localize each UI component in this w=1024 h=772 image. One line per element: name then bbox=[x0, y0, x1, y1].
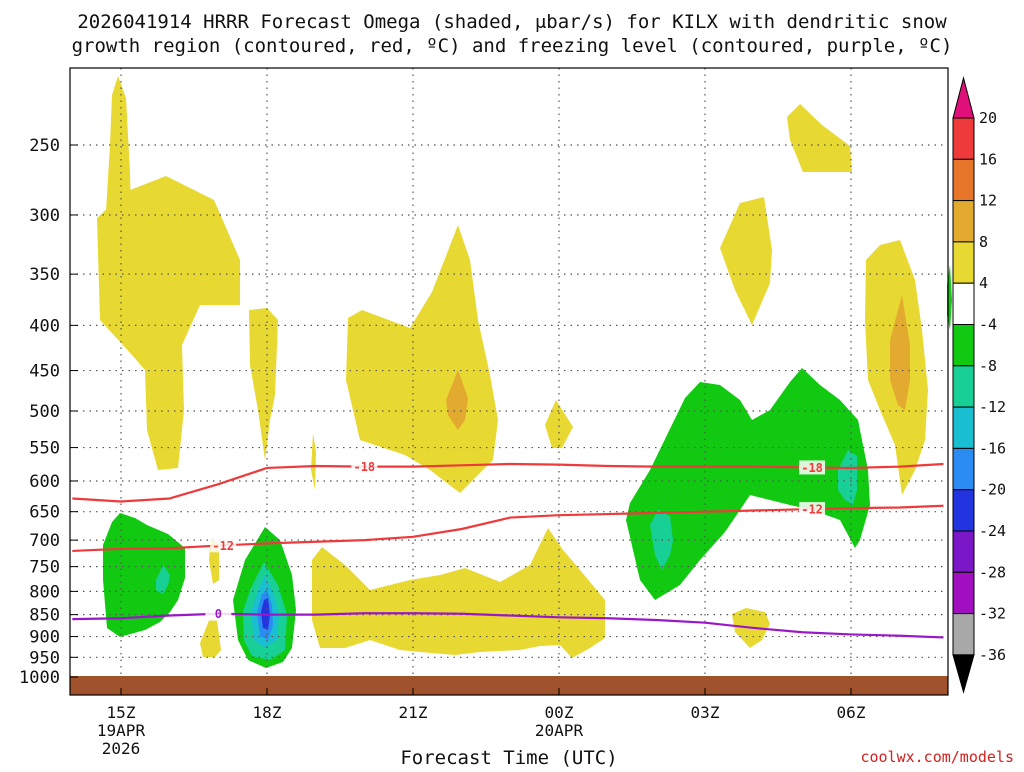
colorbar-swatch bbox=[952, 530, 975, 573]
colorbar-tick-label: -12 bbox=[979, 398, 1006, 416]
x-tick-label: 03Z bbox=[691, 703, 720, 722]
colorbar-top-arrow bbox=[952, 76, 975, 119]
colorbar: 20 16 12 8 4 -4 -8 -12 -16 -20 -24 -28 -32 -36 bbox=[952, 76, 1006, 694]
x-tick-date: 19APR bbox=[97, 721, 146, 740]
colorbar-swatch bbox=[952, 365, 975, 408]
contour-label--12: -12 bbox=[801, 503, 823, 517]
colorbar-tick-label: -28 bbox=[979, 563, 1006, 581]
contour-label-bg bbox=[210, 538, 237, 553]
chart-title-line1: 2026041914 HRRR Forecast Omega (shaded, … bbox=[77, 11, 947, 33]
omega-region-yellow bbox=[97, 176, 240, 470]
omega-region-yellow bbox=[787, 104, 852, 172]
omega-region-teal bbox=[156, 565, 170, 594]
y-tick-label: 400 bbox=[29, 316, 60, 336]
omega-region-yellow bbox=[720, 197, 772, 325]
colorbar-tick-label: -24 bbox=[979, 522, 1006, 540]
x-tick-label: 06Z bbox=[837, 703, 866, 722]
contour-label--18: -18 bbox=[353, 460, 375, 474]
omega-region-green bbox=[103, 513, 185, 637]
credit-text: coolwx.com/models bbox=[860, 748, 1014, 766]
contour-label-bg bbox=[205, 606, 232, 621]
contour-label-bg bbox=[351, 459, 378, 474]
y-tick-label: 600 bbox=[29, 472, 60, 492]
contour-label--18: -18 bbox=[801, 461, 823, 475]
colorbar-swatch bbox=[952, 200, 975, 243]
omega-region-green bbox=[626, 368, 870, 600]
x-tick-label: 21Z bbox=[399, 703, 428, 722]
y-tick-label: 650 bbox=[29, 503, 60, 523]
contour-lines: -18 -18 -12 -12 0 bbox=[72, 459, 944, 639]
x-tick-label: 00Z bbox=[545, 703, 574, 722]
colorbar-swatch bbox=[952, 241, 975, 284]
contour-label-bg bbox=[799, 460, 826, 475]
colorbar-swatch bbox=[952, 324, 975, 367]
x-tick-date: 20APR bbox=[535, 721, 584, 740]
contour-label-0: 0 bbox=[215, 607, 222, 621]
colorbar-tick-label: 8 bbox=[979, 233, 988, 251]
x-tick-label: 15Z bbox=[107, 703, 136, 722]
omega-region-yellow bbox=[545, 400, 573, 448]
colorbar-tick-label: 12 bbox=[979, 192, 997, 210]
chart-title-line2: growth region (contoured, red, ºC) and f… bbox=[72, 35, 953, 57]
ground-surface bbox=[70, 676, 948, 695]
colorbar-swatch bbox=[952, 489, 975, 532]
colorbar-bottom-arrow bbox=[952, 654, 975, 694]
y-tick-label: 850 bbox=[29, 606, 60, 626]
y-tick-label: 250 bbox=[29, 136, 60, 156]
plot-frame bbox=[69, 67, 949, 696]
colorbar-swatch bbox=[952, 571, 975, 615]
y-tick-label: 700 bbox=[29, 531, 60, 551]
y-tick-label: 500 bbox=[29, 402, 60, 422]
omega-shaded-regions bbox=[97, 76, 952, 668]
omega-region-orange bbox=[890, 295, 910, 410]
colorbar-tick-label: 4 bbox=[979, 274, 988, 292]
x-axis-label: Forecast Time (UTC) bbox=[400, 747, 617, 768]
omega-region-yellow bbox=[311, 433, 316, 490]
colorbar-tick-label: -4 bbox=[979, 316, 997, 334]
y-tick-label: 900 bbox=[29, 628, 60, 648]
y-tick-label: 450 bbox=[29, 362, 60, 382]
y-tick-label: 750 bbox=[29, 558, 60, 578]
omega-region-yellow bbox=[312, 528, 605, 658]
y-tick-label: 1000 bbox=[19, 668, 60, 688]
omega-region-yellow bbox=[249, 308, 278, 460]
y-tick-label: 300 bbox=[29, 206, 60, 226]
colorbar-tick-label: 16 bbox=[979, 150, 997, 168]
x-tick-label: 18Z bbox=[253, 703, 282, 722]
omega-region-teal bbox=[838, 450, 857, 505]
colorbar-tick-label: 20 bbox=[979, 109, 997, 127]
colorbar-swatch bbox=[952, 158, 975, 202]
y-tick-label: 800 bbox=[29, 582, 60, 602]
y-tick-label: 950 bbox=[29, 648, 60, 668]
contour-label--12: -12 bbox=[212, 539, 234, 553]
colorbar-swatch bbox=[952, 117, 975, 160]
omega-region-orange bbox=[446, 370, 468, 430]
contour-label-bg bbox=[799, 502, 826, 517]
colorbar-swatch bbox=[952, 613, 975, 656]
omega-region-yellow bbox=[200, 618, 221, 657]
y-tick-label: 350 bbox=[29, 265, 60, 285]
colorbar-tick-label: -36 bbox=[979, 646, 1006, 664]
x-tick-year: 2026 bbox=[102, 739, 141, 758]
colorbar-tick-label: -8 bbox=[979, 357, 997, 375]
y-axis: 2503003504004505005506006507007508008509… bbox=[19, 136, 78, 688]
y-tick-label: 550 bbox=[29, 439, 60, 459]
colorbar-swatch bbox=[952, 447, 975, 491]
colorbar-swatch bbox=[952, 406, 975, 449]
colorbar-swatch bbox=[952, 282, 975, 326]
colorbar-tick-label: -32 bbox=[979, 605, 1006, 623]
colorbar-tick-label: -20 bbox=[979, 481, 1006, 499]
colorbar-tick-label: -16 bbox=[979, 439, 1006, 457]
